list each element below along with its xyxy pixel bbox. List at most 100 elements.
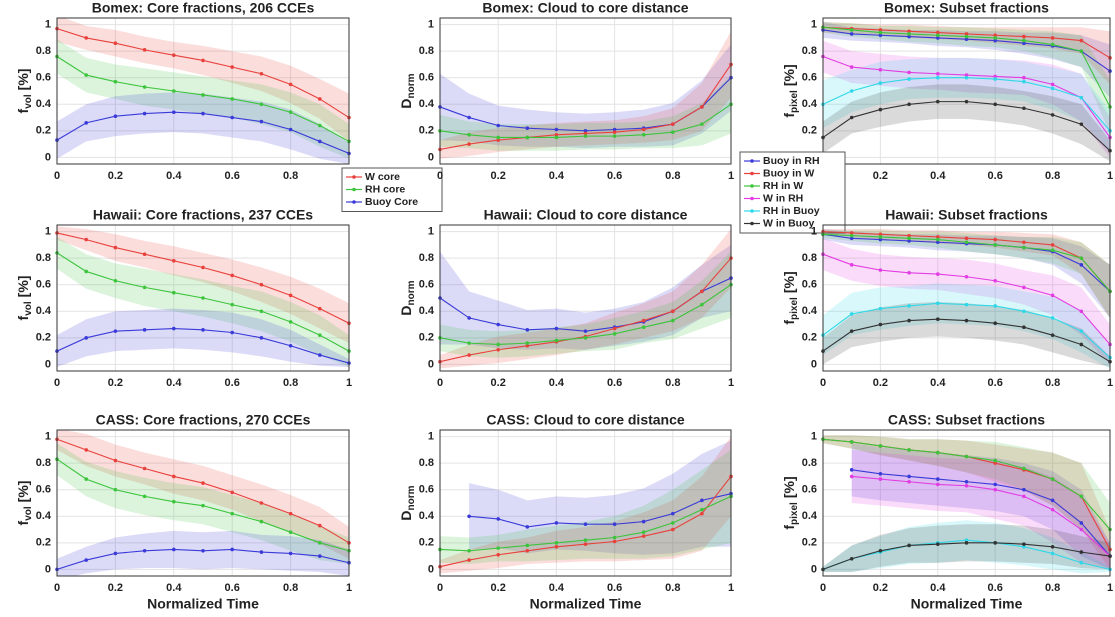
point (525, 343, 530, 348)
point (467, 341, 471, 345)
y-axis-label: fpixel [%] (781, 476, 800, 529)
axes-frame (56, 224, 350, 372)
point (525, 126, 530, 130)
y-tick-label: 0.2 (36, 537, 51, 549)
point (1022, 38, 1026, 43)
point (878, 28, 883, 32)
error-band (57, 18, 349, 142)
point (467, 558, 471, 562)
point (467, 133, 471, 137)
panel: 0 0.2 0.4 0.6 0.8 1 0 0.2 0.4 0.6 0.8 1 Bomex: Core … (15, 0, 443, 212)
point (84, 448, 88, 452)
point (878, 477, 883, 481)
y-tick-label: 0.2 (802, 537, 817, 549)
legend-box (739, 151, 846, 234)
point (671, 130, 675, 134)
legend-label: W core (365, 171, 400, 183)
point (172, 89, 176, 93)
x-tick-label: 1 (1107, 377, 1113, 389)
y-tick-label: 1 (428, 19, 434, 31)
x-tick-label: 0 (54, 582, 60, 594)
error-band (440, 44, 731, 149)
point (1050, 86, 1055, 91)
point (849, 440, 854, 444)
point (907, 479, 911, 484)
y-axis-label: fvol [%] (15, 69, 34, 114)
point (964, 318, 969, 323)
point (671, 309, 675, 314)
point (878, 33, 883, 38)
point (259, 71, 264, 76)
point (259, 309, 264, 314)
point (84, 121, 88, 125)
point (671, 527, 675, 532)
y-label-base: f (15, 520, 31, 525)
point (878, 81, 883, 85)
y-axis-label: fpixel [%] (781, 271, 800, 324)
point (671, 318, 675, 323)
point (288, 110, 293, 115)
point (964, 240, 969, 245)
x-tick-label: 0.6 (607, 377, 622, 389)
legend-label: W in RH (763, 192, 803, 204)
y-axis-label: fvol [%] (15, 481, 34, 526)
point (172, 110, 176, 115)
point (936, 33, 940, 38)
point (525, 548, 530, 553)
y-tick-label: 0.8 (802, 252, 817, 264)
chart-title: Hawaii: Core fractions, 237 CCEs (93, 207, 313, 223)
axes-frame (439, 429, 732, 577)
y-label-sub: norm (406, 73, 417, 98)
y-tick-label: 0.8 (419, 252, 434, 264)
error-band (440, 436, 731, 574)
y-axis-label: fvol [%] (15, 276, 34, 321)
point (936, 237, 940, 242)
point (993, 74, 997, 79)
legend-label: W in Buoy (763, 217, 814, 229)
x-tick-label: 0.8 (283, 170, 298, 182)
legend-marker (750, 171, 754, 176)
point (1022, 79, 1026, 84)
x-tick-label: 1 (1107, 170, 1113, 182)
y-tick-label: 0 (811, 563, 817, 575)
y-tick-label: 0 (45, 563, 51, 575)
x-tick-label: 0.2 (873, 377, 888, 389)
point (849, 329, 854, 333)
point (583, 542, 588, 546)
x-tick-label: 0.4 (930, 170, 946, 182)
y-tick-label: 0.4 (802, 510, 818, 522)
point (230, 65, 234, 69)
x-tick-label: 0.4 (166, 377, 182, 389)
x-tick-label: 1 (346, 582, 352, 594)
point (583, 538, 588, 542)
x-tick-label: 0 (437, 170, 443, 182)
point (700, 289, 704, 294)
y-label-sub: norm (406, 485, 417, 510)
point (878, 107, 883, 112)
y-axis-label: Dnorm (398, 280, 417, 315)
x-tick-label: 0 (820, 377, 826, 389)
point (1079, 122, 1084, 126)
point (964, 75, 969, 80)
point (142, 48, 147, 52)
point (700, 511, 704, 516)
point (878, 548, 883, 553)
y-tick-label: 0.2 (802, 125, 817, 137)
y-tick-label: 0.8 (419, 45, 434, 57)
point (849, 236, 854, 241)
point (641, 318, 646, 323)
point (993, 36, 997, 40)
point (936, 542, 940, 546)
y-label-suffix: [%] (15, 276, 31, 298)
point (1050, 316, 1055, 320)
point (1079, 342, 1084, 347)
y-tick-label: 0.6 (36, 279, 51, 291)
point (1022, 106, 1026, 111)
point (1079, 95, 1084, 100)
x-tick-label: 0.8 (665, 170, 680, 182)
point (1050, 498, 1055, 503)
y-tick-label: 1 (428, 431, 434, 443)
point (671, 511, 675, 516)
axes-frame (822, 17, 1111, 165)
x-tick-label: 1 (728, 377, 734, 389)
